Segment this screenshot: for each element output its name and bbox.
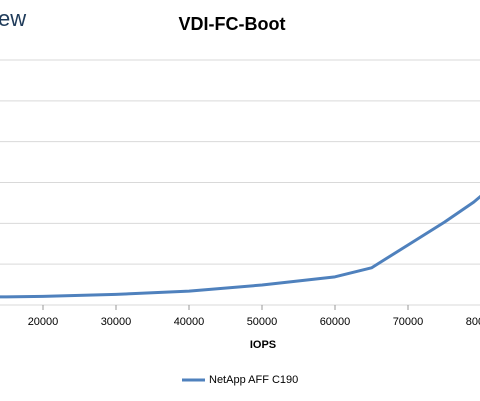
legend-label: NetApp AFF C190: [209, 374, 298, 386]
x-tick-label: 20000: [28, 316, 59, 328]
x-axis-title: IOPS: [250, 339, 276, 351]
x-tick-label: 40000: [174, 316, 205, 328]
logo: ew: [0, 6, 26, 31]
x-tick-label: 30000: [101, 316, 132, 328]
x-tick-label: 70000: [393, 316, 424, 328]
x-tick-label: 60000: [320, 316, 351, 328]
chart-title: VDI-FC-Boot: [179, 14, 286, 34]
series-line: [0, 194, 480, 299]
x-tick-label: 50000: [247, 316, 278, 328]
x-tick-label: 80000: [466, 316, 480, 328]
